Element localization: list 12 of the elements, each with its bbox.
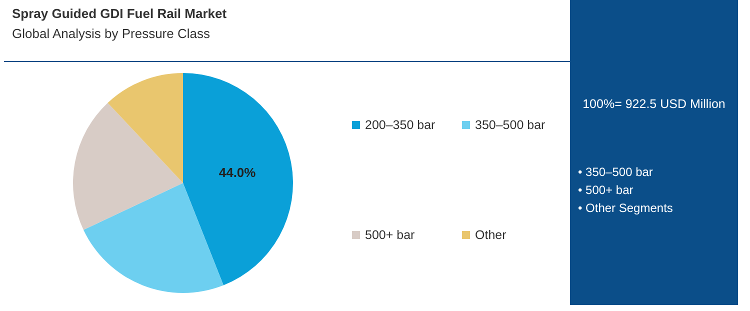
legend-label: 200–350 bar <box>365 118 436 132</box>
info-panel: 100%= 922.5 USD Million • 350–500 bar • 500+ bar • Other Segments <box>570 0 738 305</box>
legend-label: 500+ bar <box>365 228 415 242</box>
data-label: 44.0% <box>218 165 256 180</box>
pie-slice <box>73 102 183 230</box>
legend-label: Other <box>475 228 506 242</box>
pie-slice <box>183 73 293 286</box>
chart-subtitle: Global Analysis by Pressure Class <box>12 26 210 41</box>
legend-label: 350–500 bar <box>475 118 546 132</box>
pie-slice <box>108 73 183 183</box>
chart-title: Spray Guided GDI Fuel Rail Market <box>12 6 227 21</box>
pie-slice <box>83 183 224 293</box>
